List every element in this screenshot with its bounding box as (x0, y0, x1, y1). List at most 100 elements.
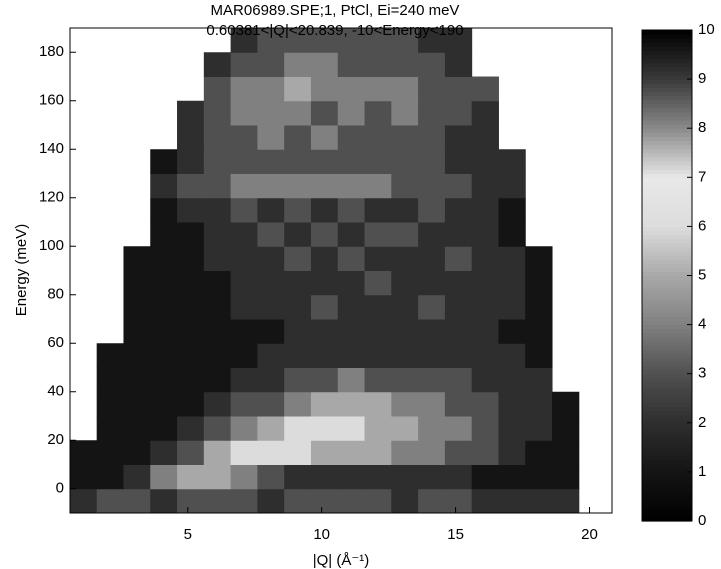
heatmap-cell (337, 391, 366, 417)
heatmap-cell (444, 222, 473, 247)
heatmap-cell (230, 76, 258, 102)
axes: 5 10 15 20 0 20 40 60 80 100 120 140 160 180 (39, 43, 598, 543)
colorbar-segment (642, 300, 692, 305)
heatmap-cell (284, 391, 312, 417)
colorbar-segment (642, 132, 692, 137)
colorbar-segment (642, 336, 692, 342)
colorbar-segment (642, 189, 692, 195)
colorbar-segment (642, 54, 692, 60)
colorbar-segment (642, 99, 692, 105)
heatmap-cell (257, 294, 285, 320)
heatmap-cell (498, 270, 526, 296)
heatmap-cell (418, 343, 446, 368)
heatmap-cell (337, 319, 366, 344)
heatmap-cell (444, 125, 473, 150)
x-tick-label: 20 (581, 526, 598, 543)
heatmap-cell (257, 28, 285, 53)
heatmap-cell (364, 125, 392, 150)
heatmap-cell (391, 488, 419, 513)
heatmap-cell (471, 319, 499, 344)
colorbar-segment (642, 488, 692, 493)
heatmap-cell (471, 464, 499, 490)
colorbar-segment (642, 312, 692, 318)
heatmap-cell (203, 149, 232, 174)
heatmap-cell (418, 52, 446, 77)
x-tick-label: 15 (447, 526, 464, 543)
colorbar-segment (642, 46, 692, 52)
heatmap-cell (444, 391, 473, 417)
heatmap-cell (552, 391, 580, 417)
heatmap-cell (177, 416, 205, 441)
heatmap-cell (337, 28, 366, 53)
colorbar-segment (642, 369, 692, 375)
heatmap-cell (337, 149, 366, 174)
colorbar-segment (642, 214, 692, 219)
heatmap-cell (284, 464, 312, 490)
heatmap-cell (525, 416, 553, 441)
heatmap-cell (257, 100, 285, 126)
heatmap-cell (310, 173, 339, 199)
heatmap-cell (418, 28, 446, 53)
heatmap-cell (284, 52, 312, 77)
heatmap-cell (310, 222, 339, 247)
heatmap-cell (444, 173, 473, 199)
heatmap-cell (257, 149, 285, 174)
colorbar-segment (642, 459, 692, 465)
heatmap-cell (177, 319, 205, 344)
colorbar-segment (642, 165, 692, 170)
heatmap-cell (150, 294, 178, 320)
heatmap-cell (230, 319, 258, 344)
colorbar-segment (642, 439, 692, 444)
heatmap-cell (96, 488, 124, 513)
colorbar-segment (642, 291, 692, 297)
heatmap-cell (391, 28, 419, 53)
heatmap-cell (391, 125, 419, 150)
colorbar-segment (642, 177, 692, 182)
heatmap-cell (337, 343, 366, 368)
heatmap-cell (284, 222, 312, 247)
heatmap-cell (364, 28, 392, 53)
heatmap-cell (310, 197, 339, 223)
heatmap-cell (284, 173, 312, 199)
heatmap-cell (364, 343, 392, 368)
heatmap-cell (230, 440, 258, 465)
heatmap-cell (230, 488, 258, 513)
heatmap-cell (203, 125, 232, 150)
colorbar-segment (642, 516, 692, 522)
heatmap-cell (177, 391, 205, 417)
colorbar-segment (642, 320, 692, 326)
heatmap-cell (123, 488, 151, 513)
heatmap-cell (364, 294, 392, 320)
heatmap-cell (310, 319, 339, 344)
heatmap-cell (337, 440, 366, 465)
heatmap-cell (203, 52, 232, 77)
colorbar-segment (642, 148, 692, 154)
heatmap-cell (525, 246, 553, 271)
colorbar-segment (642, 504, 692, 510)
heatmap-cell (337, 464, 366, 490)
heatmap-cell (471, 197, 499, 223)
heatmap-cell (471, 416, 499, 441)
heatmap-cell (552, 464, 580, 490)
heatmap-cell (96, 440, 124, 465)
heatmap-cell (498, 149, 526, 174)
heatmap-cell (257, 367, 285, 393)
colorbar-segment (642, 410, 692, 416)
heatmap-cell (498, 173, 526, 199)
heatmap-cell (150, 222, 178, 247)
heatmap-cell (444, 197, 473, 223)
colorbar-segment (642, 169, 692, 174)
colorbar-segment (642, 381, 692, 387)
heatmap-cell (418, 246, 446, 271)
colorbar-segment (642, 275, 692, 281)
heatmap-cell (96, 416, 124, 441)
heatmap-cell (552, 488, 580, 513)
heatmap-cell (230, 125, 258, 150)
heatmap-cell (471, 488, 499, 513)
heatmap-cell (364, 367, 392, 393)
heatmap-cell (150, 391, 178, 417)
heatmap-cell (284, 246, 312, 271)
heatmap-cell (150, 343, 178, 368)
heatmap-cell (310, 270, 339, 296)
colorbar-segment (642, 373, 692, 379)
